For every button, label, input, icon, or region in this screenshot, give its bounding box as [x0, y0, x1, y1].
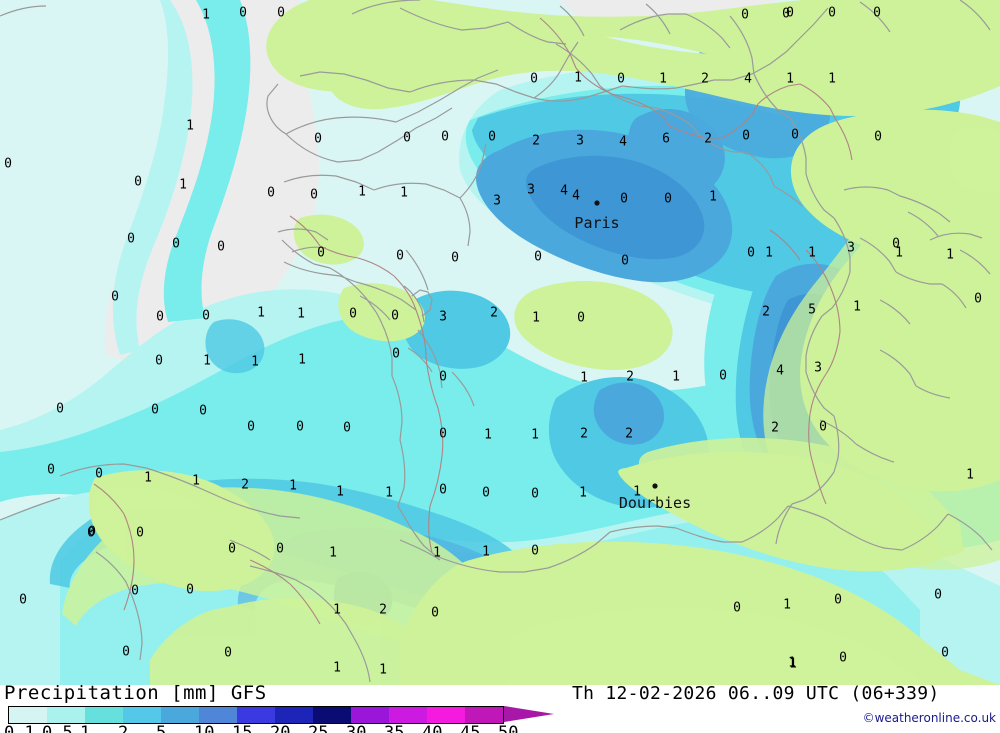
colorbar-swatch-4 [161, 707, 199, 723]
colorbar-swatch-1 [47, 707, 85, 723]
forecast-timestamp: Th 12-02-2026 06..09 UTC (06+339) [572, 683, 940, 704]
colorbar-tick: 45 [460, 723, 481, 733]
colorbar-swatch-9 [351, 707, 389, 723]
colorbar-swatch-6 [237, 707, 275, 723]
colorbar-overflow-arrow [504, 706, 554, 722]
colorbar-tick: 35 [384, 723, 405, 733]
colorbar-tick: 25 [308, 723, 329, 733]
colorbar-swatch-3 [123, 707, 161, 723]
map-canvas [0, 0, 1000, 685]
colorbar-tick: 10 [194, 723, 215, 733]
colorbar-tick-labels: 0.1 0.5 1 2 5 10 15 20 25 30 35 40 45 50 [0, 723, 560, 733]
colorbar-tick: 5 [156, 723, 167, 733]
colorbar-tick: 30 [346, 723, 367, 733]
colorbar[interactable] [8, 706, 504, 724]
city-marker-dourbies [652, 483, 658, 489]
city-label-paris: Paris [574, 214, 620, 232]
colorbar-tick: 0.5 [42, 723, 73, 733]
land-green-extra [91, 126, 1000, 685]
colorbar-tick: 40 [422, 723, 443, 733]
colorbar-swatch-7 [275, 707, 313, 723]
colorbar-tick: 1 [80, 723, 91, 733]
colorbar-swatch-0 [9, 707, 47, 723]
colorbar-swatch-8 [313, 707, 351, 723]
coastline-borders [0, 0, 993, 683]
legend-title: Precipitation [mm] GFS [4, 682, 267, 704]
colorbar-swatch-10 [389, 707, 427, 723]
colorbar-tick: 0.1 [4, 723, 35, 733]
colorbar-tick: 20 [270, 723, 291, 733]
colorbar-tick: 2 [118, 723, 129, 733]
colorbar-tick: 50 [498, 723, 519, 733]
colorbar-swatch-2 [85, 707, 123, 723]
copyright-notice: ©weatheronline.co.uk [862, 711, 996, 725]
colorbar-swatch-11 [427, 707, 465, 723]
colorbar-tick: 15 [232, 723, 253, 733]
city-marker-paris [594, 200, 600, 206]
admin-borders [93, 17, 853, 625]
colorbar-swatch-12 [465, 707, 503, 723]
city-label-dourbies: Dourbies [618, 494, 692, 512]
colorbar-swatch-5 [199, 707, 237, 723]
legend-footer: Precipitation [mm] GFS Th 12-02-2026 06.… [0, 682, 1000, 733]
